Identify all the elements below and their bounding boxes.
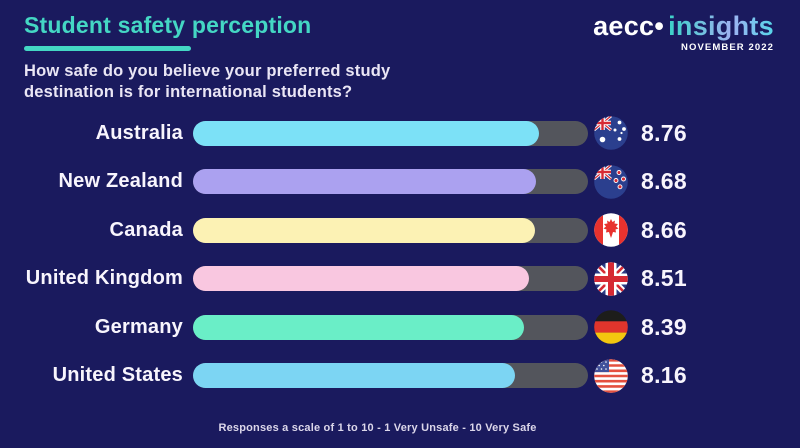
united-states-flag-icon <box>594 358 628 393</box>
logo-product-text: insights <box>668 11 774 41</box>
country-label: Australia <box>95 121 183 144</box>
bar-track <box>193 266 588 292</box>
bar-track <box>193 169 588 195</box>
title-underline <box>24 46 191 51</box>
logo-dot-icon: • <box>654 11 665 41</box>
scale-note: Responses a scale of 1 to 10 - 1 Very Un… <box>218 422 537 434</box>
bar-fill <box>193 363 516 389</box>
score-value: 8.39 <box>641 313 687 340</box>
page-title: Student safety perception <box>24 12 312 38</box>
score-value: 8.76 <box>641 119 687 146</box>
chart-question: How safe do you believe your preferred s… <box>24 62 391 102</box>
bar-chart: Australia 8.76 New Zealand 8.68 Canada 8… <box>0 109 800 400</box>
score-value: 8.68 <box>641 168 687 195</box>
bar-row: Germany 8.39 <box>0 303 800 352</box>
bar-row: Australia 8.76 <box>0 109 800 158</box>
bar-fill <box>193 266 530 292</box>
bar-fill <box>193 314 525 340</box>
score-value: 8.51 <box>641 265 687 292</box>
canada-flag-icon <box>594 213 628 248</box>
bar-fill <box>193 217 536 243</box>
bar-row: Canada 8.66 <box>0 206 800 255</box>
bar-track <box>193 314 588 340</box>
country-label: Canada <box>109 218 183 241</box>
australia-flag-icon <box>594 116 628 151</box>
bar-track <box>193 120 588 146</box>
logo-date: NOVEMBER 2022 <box>681 42 774 53</box>
country-label: Germany <box>94 315 183 338</box>
bar-fill <box>193 169 536 195</box>
country-label: United States <box>52 364 183 387</box>
bar-row: United States 8.16 <box>0 352 800 401</box>
score-value: 8.66 <box>641 216 687 243</box>
new-zealand-flag-icon <box>594 164 628 199</box>
bar-track <box>193 363 588 389</box>
bar-track <box>193 217 588 243</box>
country-label: New Zealand <box>58 170 183 193</box>
bar-fill <box>193 120 540 146</box>
united-kingdom-flag-icon <box>594 261 628 296</box>
aecc-insights-logo: aecc• insights NOVEMBER 2022 <box>593 13 774 53</box>
logo-wordmark: aecc• insights <box>593 13 774 40</box>
logo-brand-text: aecc <box>593 11 655 41</box>
germany-flag-icon <box>594 310 628 345</box>
header: Student safety perception <box>24 12 311 51</box>
bar-row: United Kingdom 8.51 <box>0 255 800 304</box>
bar-row: New Zealand 8.68 <box>0 158 800 207</box>
country-label: United Kingdom <box>25 267 183 290</box>
score-value: 8.16 <box>641 362 687 389</box>
